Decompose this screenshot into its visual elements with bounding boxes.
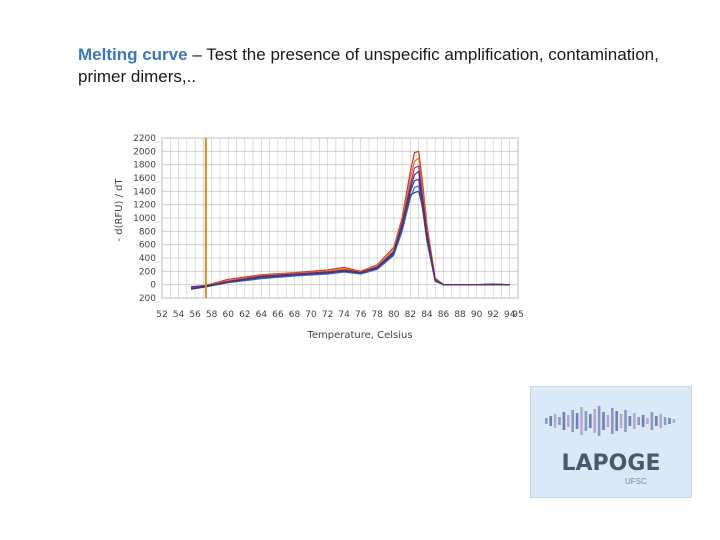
x-tick-label: 52 <box>156 310 167 320</box>
waveform-bar <box>602 412 605 430</box>
melting-curve-chart: 2000200400600800100012001400160018002000… <box>114 134 524 341</box>
y-tick-label: 2000 <box>133 147 156 157</box>
waveform-bar <box>628 416 632 426</box>
waveform-bar <box>549 416 552 426</box>
waveform-bar <box>575 413 579 429</box>
waveform-icon <box>545 406 676 436</box>
y-tick-label: 1400 <box>133 187 156 197</box>
waveform-bar <box>593 409 596 433</box>
x-tick-label: 72 <box>322 310 333 320</box>
x-tick-label: 62 <box>239 310 250 320</box>
waveform-bar <box>672 419 676 423</box>
logo-title: LAPOGE <box>561 451 661 476</box>
waveform-bar <box>637 417 640 425</box>
y-tick-label: 200 <box>139 267 156 277</box>
waveform-bar <box>615 411 618 431</box>
y-tick-label: 600 <box>139 241 156 251</box>
waveform-bar <box>646 418 649 424</box>
slide-heading: Melting curve – Test the presence of uns… <box>78 44 678 88</box>
x-tick-label: 54 <box>173 310 185 320</box>
y-tick-label: 1800 <box>133 161 156 171</box>
waveform-bar <box>633 413 636 429</box>
waveform-bar <box>584 411 588 431</box>
heading-keyword: Melting curve <box>78 45 188 64</box>
y-tick-label: 800 <box>139 227 156 237</box>
x-tick-label: 84 <box>421 310 433 320</box>
x-tick-label: 95 <box>512 310 523 320</box>
y-tick-label: 400 <box>139 254 156 264</box>
x-tick-label: 76 <box>355 310 367 320</box>
waveform-bar <box>655 416 658 426</box>
y-tick-label: 1600 <box>133 174 156 184</box>
waveform-bar <box>624 410 627 432</box>
x-tick-label: 66 <box>272 310 284 320</box>
x-tick-label: 94 <box>504 310 516 320</box>
waveform-bar <box>641 415 645 427</box>
x-tick-label: 68 <box>289 310 301 320</box>
logo-subtitle: UFSC <box>625 477 647 486</box>
x-tick-label: 60 <box>223 310 235 320</box>
y-tick-label: 1000 <box>133 214 156 224</box>
y-tick-label: 0 <box>150 281 156 291</box>
waveform-bar <box>650 412 654 430</box>
waveform-bar <box>619 414 623 428</box>
x-tick-label: 58 <box>206 310 218 320</box>
y-axis-label: - d(RFU) / dT <box>114 178 125 242</box>
waveform-bar <box>567 415 570 427</box>
waveform-bar <box>571 410 574 432</box>
y-tick-label: 2200 <box>133 134 156 144</box>
waveform-bar <box>611 408 614 434</box>
x-tick-label: 56 <box>189 310 201 320</box>
lapoge-logo: LAPOGE UFSC <box>530 386 692 498</box>
x-tick-label: 64 <box>256 310 268 320</box>
x-tick-label: 80 <box>388 310 400 320</box>
waveform-bar <box>659 414 662 428</box>
x-tick-label: 90 <box>471 310 483 320</box>
waveform-bar <box>580 407 583 435</box>
waveform-bar <box>668 418 671 424</box>
x-tick-label: 82 <box>405 310 416 320</box>
x-tick-label: 74 <box>338 310 350 320</box>
waveform-bar <box>589 414 592 428</box>
x-tick-label: 88 <box>454 310 466 320</box>
y-tick-label: 1200 <box>133 201 156 211</box>
waveform-bar <box>597 406 601 436</box>
x-tick-label: 78 <box>372 310 384 320</box>
x-tick-label: 92 <box>487 310 498 320</box>
y-tick-label: 200 <box>139 294 156 304</box>
x-tick-label: 70 <box>305 310 317 320</box>
x-tick-label: 86 <box>438 310 450 320</box>
waveform-bar <box>558 417 561 425</box>
waveform-bar <box>562 412 566 430</box>
x-axis-label: Temperature, Celsius <box>306 330 412 341</box>
waveform-bar <box>553 414 557 428</box>
heading-text: – Test the presence of unspecific amplif… <box>78 45 659 86</box>
waveform-bar <box>606 415 610 427</box>
waveform-bar <box>545 418 548 424</box>
waveform-bar <box>663 417 667 425</box>
series-line-7 <box>190 170 510 289</box>
